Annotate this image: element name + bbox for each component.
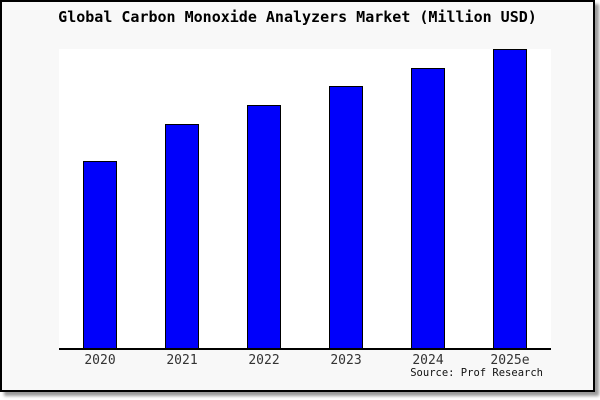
bar-2020	[83, 161, 117, 348]
chart-title: Global Carbon Monoxide Analyzers Market …	[58, 8, 537, 26]
tick-label-2022: 2022	[248, 353, 280, 368]
tick-label-2024: 2024	[412, 353, 444, 368]
bar-slot-2022	[223, 49, 305, 348]
bar-2025e	[493, 49, 527, 348]
bar-slot-2020	[59, 49, 141, 348]
bars-row	[59, 49, 551, 348]
source-label: Source: Prof Research	[410, 367, 543, 379]
bar-2023	[329, 86, 363, 348]
tick-label-2020: 2020	[84, 353, 116, 368]
tick-label-2023: 2023	[330, 353, 362, 368]
plot-area	[59, 49, 551, 350]
bar-slot-2024	[387, 49, 469, 348]
x-axis-labels: 2020 2021 2022 2023 2024 2025e	[59, 353, 551, 368]
tick-label-2025e: 2025e	[490, 353, 530, 368]
bar-2022	[247, 105, 281, 348]
chart-frame: Global Carbon Monoxide Analyzers Market …	[0, 0, 595, 392]
bar-slot-2025e	[469, 49, 551, 348]
bar-slot-2023	[305, 49, 387, 348]
bar-slot-2021	[141, 49, 223, 348]
bar-2024	[411, 68, 445, 348]
tick-label-2021: 2021	[166, 353, 198, 368]
bar-2021	[165, 124, 199, 348]
